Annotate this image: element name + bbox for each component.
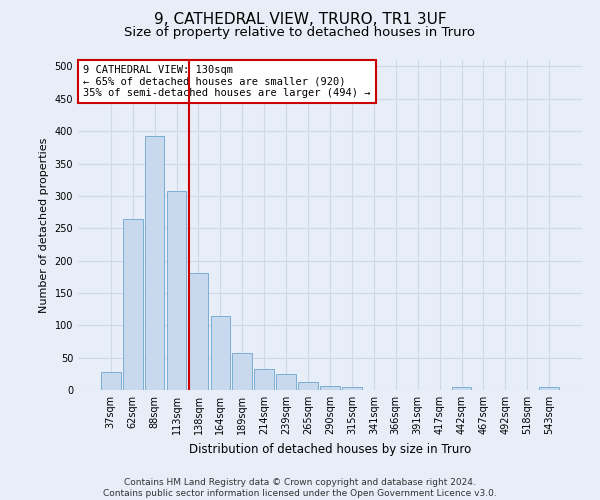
Bar	[101, 372, 121, 390]
Bar	[342, 387, 362, 390]
Text: Size of property relative to detached houses in Truro: Size of property relative to detached ho…	[125, 26, 476, 39]
Text: Contains HM Land Registry data © Crown copyright and database right 2024.
Contai: Contains HM Land Registry data © Crown c…	[103, 478, 497, 498]
Bar	[188, 273, 208, 390]
X-axis label: Distribution of detached houses by size in Truro: Distribution of detached houses by size …	[189, 442, 471, 456]
Bar	[123, 218, 143, 390]
Bar	[211, 316, 230, 390]
Bar	[254, 368, 274, 390]
Bar	[145, 136, 164, 390]
Bar	[452, 387, 472, 390]
Text: 9 CATHEDRAL VIEW: 130sqm
← 65% of detached houses are smaller (920)
35% of semi-: 9 CATHEDRAL VIEW: 130sqm ← 65% of detach…	[83, 65, 371, 98]
Text: 9, CATHEDRAL VIEW, TRURO, TR1 3UF: 9, CATHEDRAL VIEW, TRURO, TR1 3UF	[154, 12, 446, 28]
Bar	[320, 386, 340, 390]
Bar	[298, 382, 318, 390]
Y-axis label: Number of detached properties: Number of detached properties	[39, 138, 49, 312]
Bar	[276, 374, 296, 390]
Bar	[539, 387, 559, 390]
Bar	[232, 353, 252, 390]
Bar	[167, 190, 187, 390]
